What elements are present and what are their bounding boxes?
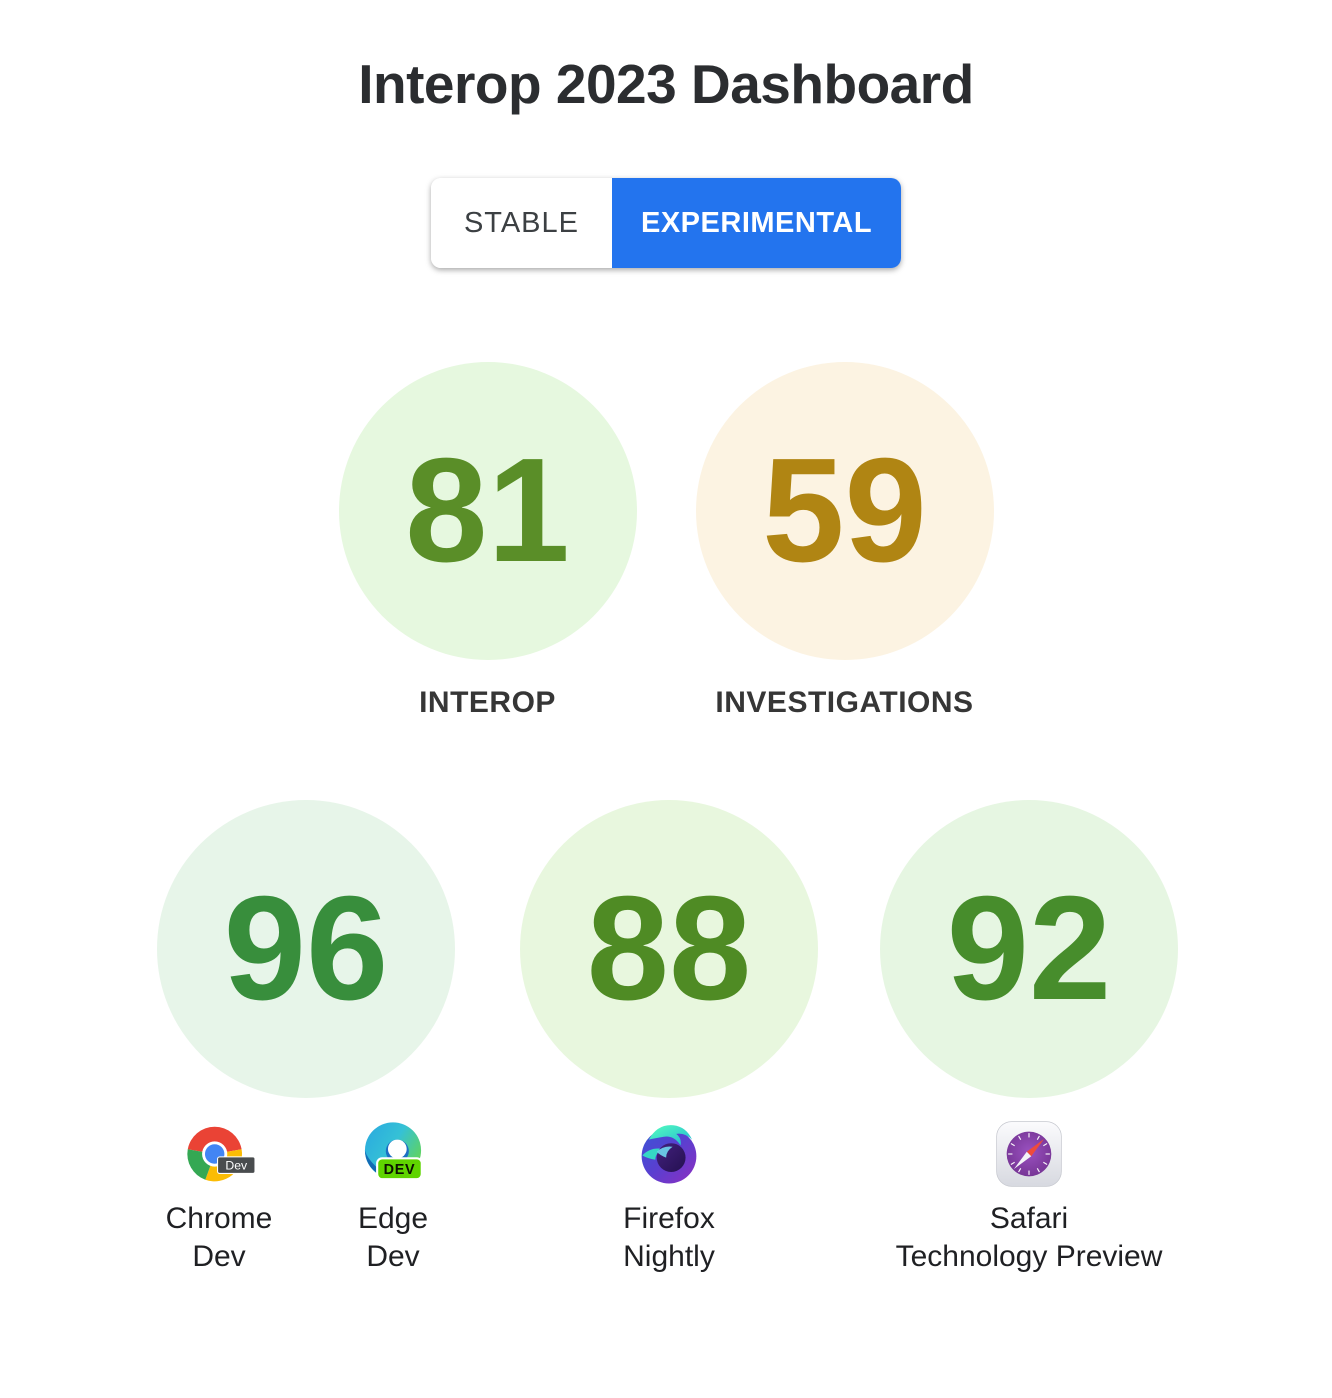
page-title: Interop 2023 Dashboard — [358, 53, 974, 115]
tab-experimental[interactable]: EXPERIMENTAL — [612, 178, 902, 268]
browser-name: Firefox Nightly — [623, 1202, 715, 1273]
investigations-score-label: INVESTIGATIONS — [715, 686, 974, 719]
chrome-dev-browser: Dev Chrome Dev — [154, 1118, 284, 1276]
summary-scores-row: 81 INTEROP 59 INVESTIGATIONS — [0, 362, 1332, 720]
edge-dev-icon: DEV — [364, 1122, 423, 1181]
svg-text:DEV: DEV — [384, 1162, 416, 1178]
tab-stable[interactable]: STABLE — [430, 178, 612, 268]
investigations-score-card: 59 INVESTIGATIONS — [695, 362, 994, 720]
edge-dev-browser: DEV Edge Dev — [328, 1118, 458, 1276]
svg-text:Dev: Dev — [225, 1158, 248, 1172]
interop-score-circle: 81 — [338, 362, 637, 660]
firefox-nightly-icon — [641, 1125, 697, 1184]
safari-browsers: Safari Technology Preview — [895, 1118, 1163, 1276]
firefox-nightly-browser: Firefox Nightly — [604, 1118, 734, 1276]
investigations-score-value: 59 — [762, 428, 927, 593]
safari-technology-preview-browser: Safari Technology Preview — [895, 1118, 1163, 1276]
firefox-score-value: 88 — [586, 866, 752, 1031]
firefox-score-card: 88 — [520, 800, 818, 1276]
safari-score-value: 92 — [946, 866, 1112, 1031]
interop-score-label: INTEROP — [419, 686, 556, 719]
firefox-browsers: Firefox Nightly — [604, 1118, 734, 1276]
chrome-edge-browsers: Dev Chrome Dev — [154, 1118, 458, 1276]
browser-name: Edge Dev — [357, 1202, 429, 1273]
investigations-score-circle: 59 — [695, 362, 994, 660]
browser-scores-row: 96 Dev Chrome Dev — [0, 800, 1332, 1276]
safari-score-card: 92 — [880, 800, 1178, 1276]
chrome-edge-score-card: 96 Dev Chrome Dev — [154, 800, 458, 1276]
chrome-edge-score-circle: 96 — [157, 800, 455, 1098]
channel-toggle: STABLE EXPERIMENTAL — [430, 178, 902, 268]
chrome-dev-icon: Dev — [187, 1126, 256, 1182]
browser-name: Safari Technology Preview — [895, 1202, 1163, 1273]
chrome-edge-score-value: 96 — [223, 866, 389, 1031]
safari-technology-preview-icon — [996, 1121, 1062, 1187]
interop-score-value: 81 — [405, 428, 570, 593]
channel-toggle-wrap: STABLE EXPERIMENTAL — [0, 178, 1332, 268]
interop-score-card: 81 INTEROP — [338, 362, 637, 720]
browser-name: Chrome Dev — [165, 1202, 273, 1273]
firefox-score-circle: 88 — [520, 800, 818, 1098]
safari-score-circle: 92 — [880, 800, 1178, 1098]
